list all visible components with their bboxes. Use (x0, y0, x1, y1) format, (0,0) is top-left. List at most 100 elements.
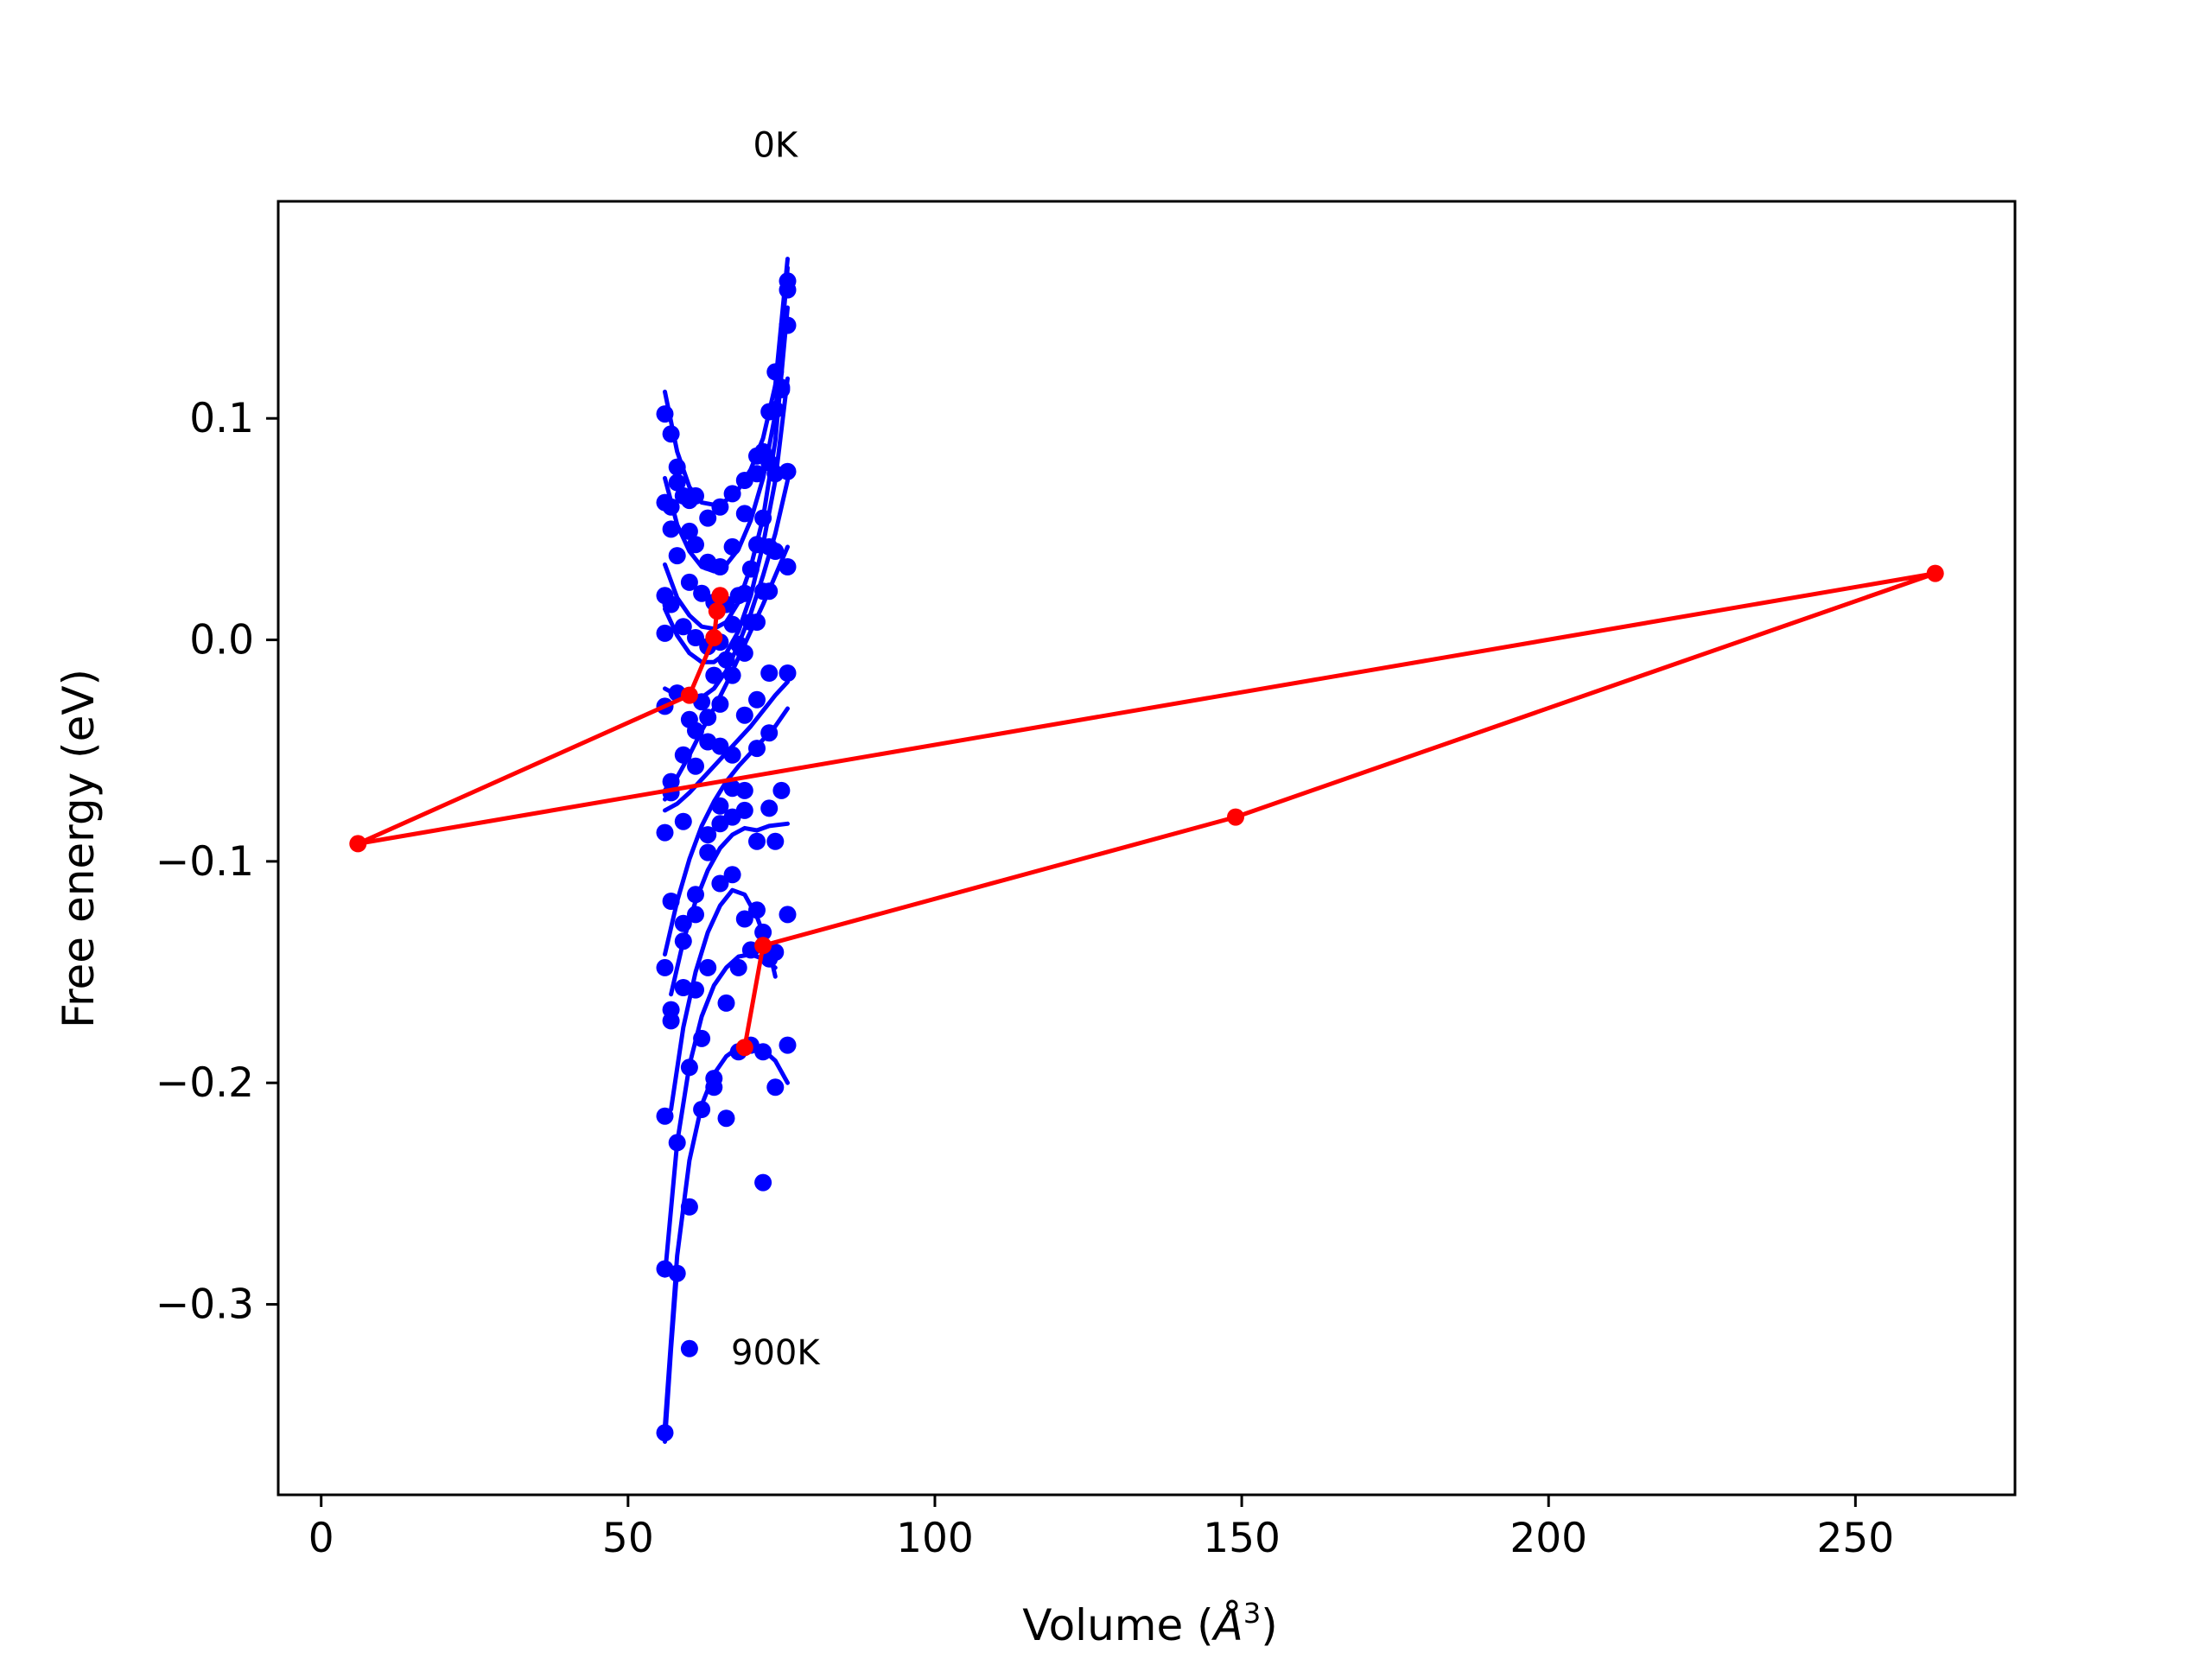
data-point (735, 910, 753, 928)
data-point (748, 465, 766, 483)
annotation-label: 900K (731, 1333, 821, 1373)
data-point (711, 695, 729, 713)
data-point (687, 981, 704, 999)
x-tick-label: 100 (896, 1515, 974, 1562)
data-point (656, 823, 674, 842)
data-point (717, 1109, 735, 1128)
data-point (754, 509, 772, 527)
data-point (779, 664, 797, 682)
data-point (711, 558, 729, 575)
data-point (772, 781, 791, 799)
data-point (687, 886, 704, 904)
data-point (662, 893, 680, 910)
data-point (779, 281, 797, 299)
data-point (772, 380, 791, 398)
data-point (760, 799, 779, 817)
data-point (779, 316, 797, 334)
data-point (723, 615, 741, 633)
x-axis-label-exponent: 3 (1243, 1597, 1261, 1630)
data-point (674, 932, 692, 950)
data-point (656, 1107, 674, 1125)
x-axis-label-text: Volume ( (1022, 1600, 1213, 1650)
data-point (693, 1029, 711, 1047)
data-point (723, 485, 741, 503)
x-tick-label: 250 (1816, 1515, 1894, 1562)
data-point (723, 746, 741, 764)
data-point (687, 906, 704, 924)
data-point (766, 1078, 785, 1096)
data-point (735, 505, 753, 523)
data-point (687, 486, 704, 505)
data-point (674, 812, 692, 830)
x-axis-label-close: ) (1261, 1600, 1278, 1650)
minimum-point (705, 629, 723, 646)
data-point (711, 797, 729, 815)
data-point (699, 843, 717, 861)
data-point (662, 595, 680, 613)
annotation-label: 0K (753, 126, 798, 166)
data-point (680, 522, 698, 540)
data-point (680, 1058, 698, 1077)
data-point (748, 690, 766, 709)
data-point (779, 558, 797, 575)
minimum-point (711, 587, 729, 605)
data-point (766, 832, 785, 850)
data-point (705, 1070, 723, 1088)
data-point (766, 543, 785, 560)
data-point (760, 582, 779, 601)
data-point (711, 874, 729, 893)
x-tick-label: 200 (1510, 1515, 1587, 1562)
data-point (760, 724, 779, 742)
data-point (674, 746, 692, 764)
data-point (735, 644, 753, 662)
data-point (687, 629, 704, 646)
data-point (680, 1198, 698, 1216)
data-point (693, 584, 711, 602)
minimum-point (349, 835, 367, 853)
plot-frame (276, 200, 2017, 1497)
minima-path (349, 564, 1944, 1057)
data-point (766, 401, 785, 418)
x-tick-label: 50 (602, 1515, 654, 1562)
data-point (668, 1264, 686, 1282)
data-point (662, 1012, 680, 1030)
minimum-point (735, 1039, 753, 1057)
x-axis-ticks: 0 50 100 150 200 250 (308, 1495, 1894, 1562)
data-point (748, 613, 766, 631)
data-point (680, 1339, 698, 1357)
x-tick-label: 0 (308, 1515, 334, 1562)
y-tick-label: −0.1 (156, 838, 254, 886)
data-point (674, 618, 692, 636)
data-point (705, 666, 723, 684)
x-tick-label: 150 (1203, 1515, 1281, 1562)
data-point (779, 462, 797, 480)
data-point (699, 826, 717, 844)
data-point (735, 706, 753, 724)
data-point (729, 958, 747, 976)
data-point (735, 801, 753, 819)
y-tick-label: −0.3 (156, 1281, 254, 1329)
data-point (662, 498, 680, 516)
data-point (754, 923, 772, 941)
data-point (723, 537, 741, 556)
data-point (741, 560, 760, 578)
data-point (760, 664, 779, 682)
data-point (735, 781, 753, 799)
data-point (779, 1036, 797, 1054)
data-point (717, 651, 735, 669)
data-point (735, 584, 753, 602)
data-point (662, 425, 680, 443)
x-axis-label: Volume (Å3) (1022, 1597, 1277, 1650)
y-axis-ticks: 0.1 0.0 −0.1 −0.2 −0.3 (156, 395, 278, 1329)
data-point (723, 866, 741, 884)
data-point (754, 1173, 772, 1192)
data-point (748, 740, 766, 758)
data-point (662, 520, 680, 538)
data-point (699, 709, 717, 727)
data-point (656, 405, 674, 423)
data-point (717, 994, 735, 1012)
data-point (779, 906, 797, 924)
data-point (687, 721, 704, 740)
